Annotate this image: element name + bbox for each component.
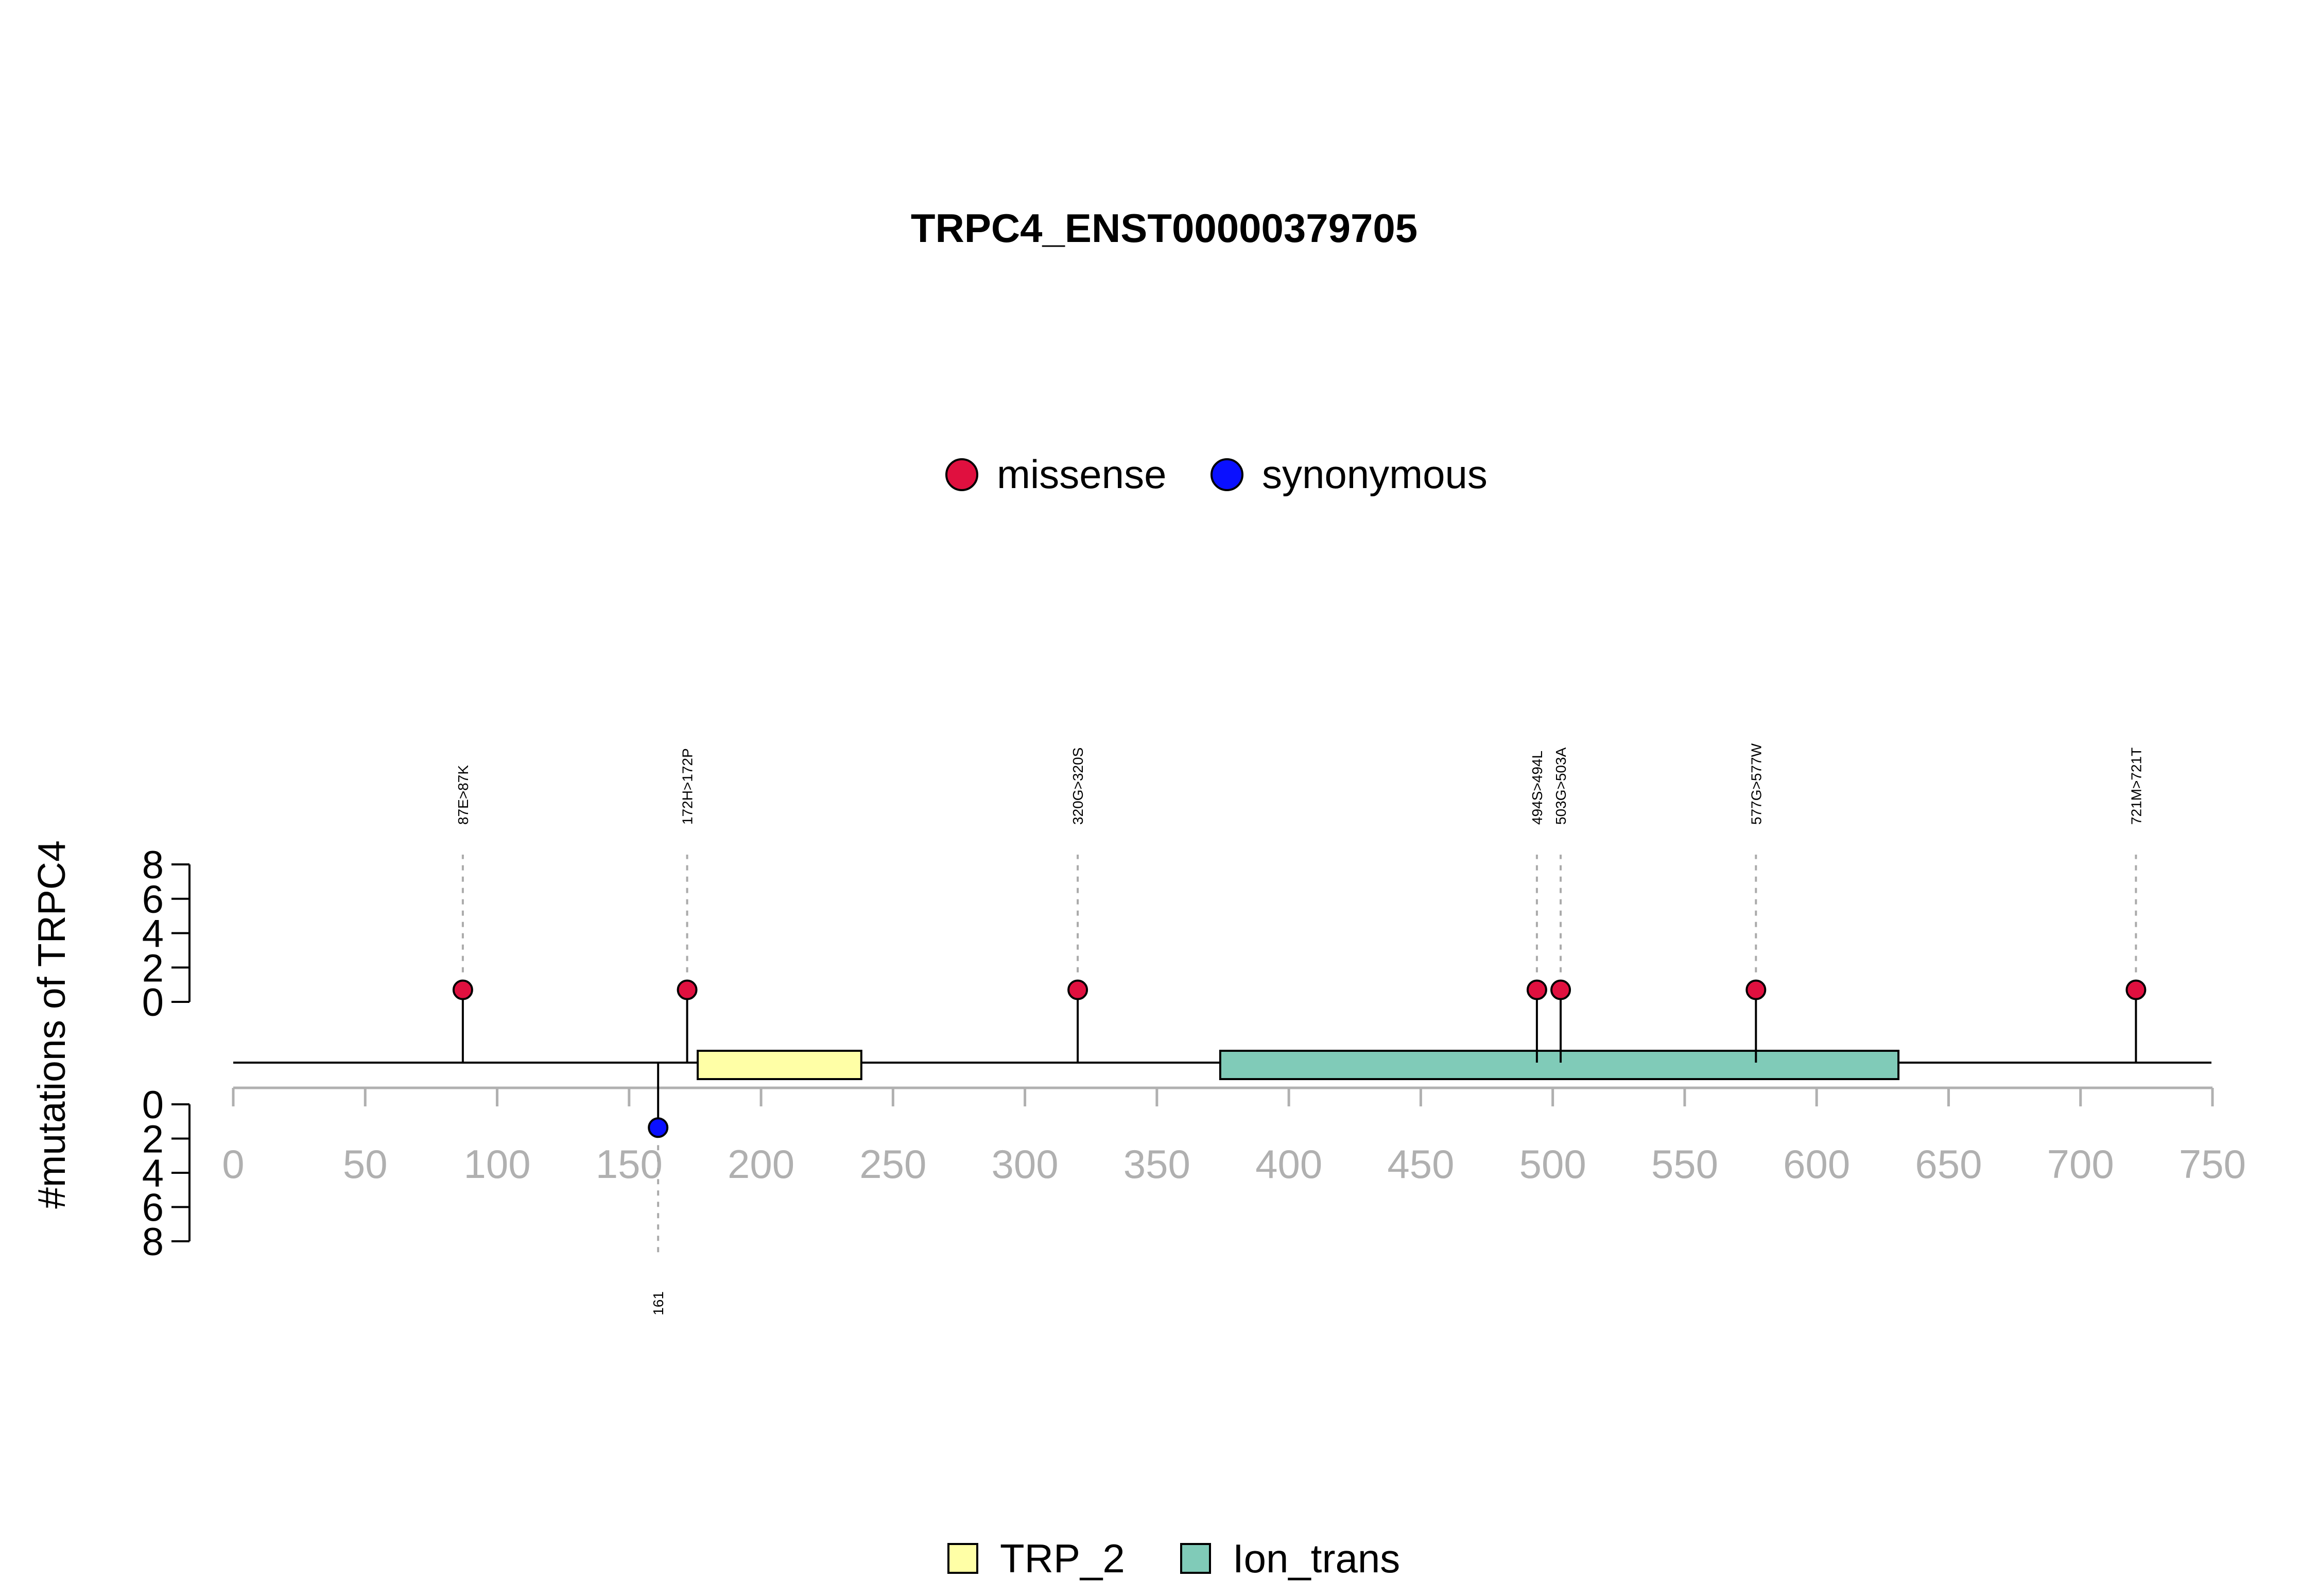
legend-swatch-TRP_2 — [947, 1543, 978, 1574]
lollipop-head-missense — [1526, 979, 1547, 1000]
legend-label-Ion_trans: Ion_trans — [1233, 1536, 1400, 1581]
y-bottom-tick-label: 6 — [142, 1186, 164, 1230]
x-axis: 0 50 100 150 200 250 300 350 400 450 500 550 600 650 7… — [222, 1086, 2246, 1187]
legend-label-TRP_2: TRP_2 — [1000, 1536, 1125, 1581]
domain-legend: TRP_2 Ion_trans — [947, 1536, 1400, 1581]
chart-title: TRPC4_ENST00000379705 — [911, 205, 1417, 251]
x-tick-label: 450 — [1387, 1141, 1454, 1187]
legend-marker-missense — [945, 458, 978, 491]
mutation-label: 494S>494L — [1529, 751, 1545, 825]
lollipop-head-missense — [677, 979, 698, 1000]
y-top-tick-label: 8 — [142, 843, 164, 887]
y-top-tick-label: 6 — [142, 878, 164, 922]
mutations-top: 87E>87K 172H>172P 320G>320S 494S>494L 503G>5… — [452, 743, 2147, 1063]
domain-blocks — [697, 1050, 1900, 1080]
x-tick-label: 100 — [463, 1141, 530, 1187]
x-tick-label: 400 — [1255, 1141, 1322, 1187]
legend-swatch-Ion_trans — [1180, 1543, 1211, 1574]
mutation-label: 320G>320S — [1070, 748, 1086, 825]
x-tick-label: 700 — [2047, 1141, 2114, 1187]
x-tick-label: 750 — [2179, 1141, 2246, 1187]
legend-label-missense: missense — [997, 452, 1166, 497]
x-tick-label: 250 — [859, 1141, 926, 1187]
mutation-label: 503G>503A — [1553, 747, 1569, 825]
lollipop-head-synonymous — [648, 1117, 669, 1138]
y-axis-label: #mutations of TRPC4 — [30, 840, 73, 1209]
x-tick-label: 50 — [343, 1141, 388, 1187]
y-bottom-tick-label: 0 — [142, 1083, 164, 1127]
y-bottom-tick-label: 2 — [142, 1118, 164, 1161]
legend-label-synonymous: synonymous — [1262, 452, 1488, 497]
lollipop-head-missense — [452, 979, 473, 1000]
y-bottom-tick-label: 4 — [142, 1152, 164, 1195]
legend-marker-synonymous — [1211, 458, 1243, 491]
x-tick-label: 650 — [1915, 1141, 1982, 1187]
domain-Ion_trans — [1219, 1050, 1900, 1080]
mutation-label: 87E>87K — [455, 765, 471, 825]
y-bottom-tick-label: 8 — [142, 1220, 164, 1264]
mutation-label: 172H>172P — [680, 748, 696, 825]
mutation-label: 721M>721T — [2128, 748, 2144, 825]
domain-TRP_2 — [697, 1050, 862, 1080]
mutations-bottom: 161 — [648, 1063, 669, 1315]
x-tick-label: 500 — [1519, 1141, 1586, 1187]
y-top-tick-label: 2 — [142, 946, 164, 990]
x-tick-label: 300 — [992, 1141, 1059, 1187]
x-tick-label: 200 — [728, 1141, 794, 1187]
x-tick-label: 350 — [1123, 1141, 1190, 1187]
x-tick-label: 550 — [1651, 1141, 1718, 1187]
lollipop-head-missense — [1745, 979, 1767, 1000]
y-top-tick-label: 4 — [142, 912, 164, 956]
mutation-type-legend: missense synonymous — [945, 452, 1488, 497]
lollipop-head-missense — [1550, 979, 1571, 1000]
lollipop-head-missense — [2125, 979, 2147, 1000]
y-top-tick-label: 0 — [142, 981, 164, 1025]
mutation-label: 577G>577W — [1748, 743, 1764, 825]
x-tick-label: 0 — [222, 1141, 244, 1187]
lollipop-head-missense — [1067, 979, 1088, 1000]
mutation-label: 161 — [650, 1291, 666, 1315]
x-tick-label: 150 — [596, 1141, 663, 1187]
x-tick-label: 600 — [1783, 1141, 1850, 1187]
